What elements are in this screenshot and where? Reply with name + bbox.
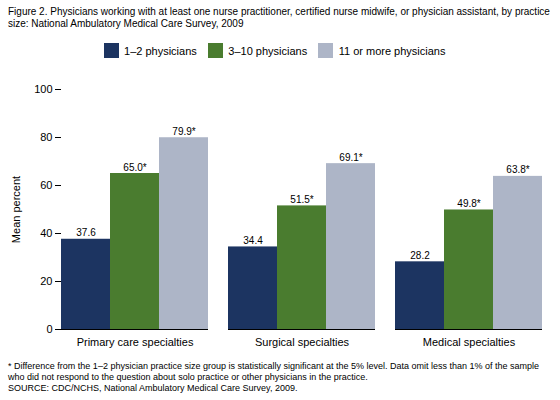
html-text:SOURCE: CDC/NCHS, National Amb: SOURCE: CDC/NCHS, National Ambulatory Me… — [8, 382, 298, 393]
html-text:11 or more physicians: 11 or more physicians — [338, 44, 446, 57]
html-text:1–2 physicians: 1–2 physicians — [124, 44, 197, 57]
svg-text:100: 100 — [34, 83, 52, 95]
svg-text:79.9*: 79.9* — [172, 125, 195, 136]
svg-text:37.6: 37.6 — [76, 227, 96, 238]
svg-text:Surgical specialties: Surgical specialties — [255, 336, 350, 348]
svg-text:51.5*: 51.5* — [290, 193, 313, 204]
html-text:* Difference from the 1–2 phys: * Difference from the 1–2 physician prac… — [8, 360, 540, 382]
svg-text:Mean percent: Mean percent — [10, 175, 22, 242]
svg-text:0: 0 — [46, 323, 52, 335]
svg-text:69.1*: 69.1* — [339, 151, 362, 162]
svg-text:63.8*: 63.8* — [506, 164, 529, 175]
svg-text:60: 60 — [40, 179, 52, 191]
svg-text:Primary care specialties: Primary care specialties — [77, 336, 194, 348]
svg-text:80: 80 — [40, 131, 52, 143]
svg-text:20: 20 — [40, 275, 52, 287]
html-text:Figure 2. Physicians working w: Figure 2. Physicians working with at lea… — [8, 6, 550, 29]
svg-text:65.0*: 65.0* — [123, 161, 146, 172]
svg-text:34.4: 34.4 — [243, 234, 263, 245]
svg-text:49.8*: 49.8* — [457, 197, 480, 208]
svg-text:28.2: 28.2 — [410, 249, 430, 260]
svg-text:Medical specialties: Medical specialties — [423, 336, 516, 348]
html-text:3–10 physicians: 3–10 physicians — [228, 44, 308, 57]
svg-text:40: 40 — [40, 227, 52, 239]
